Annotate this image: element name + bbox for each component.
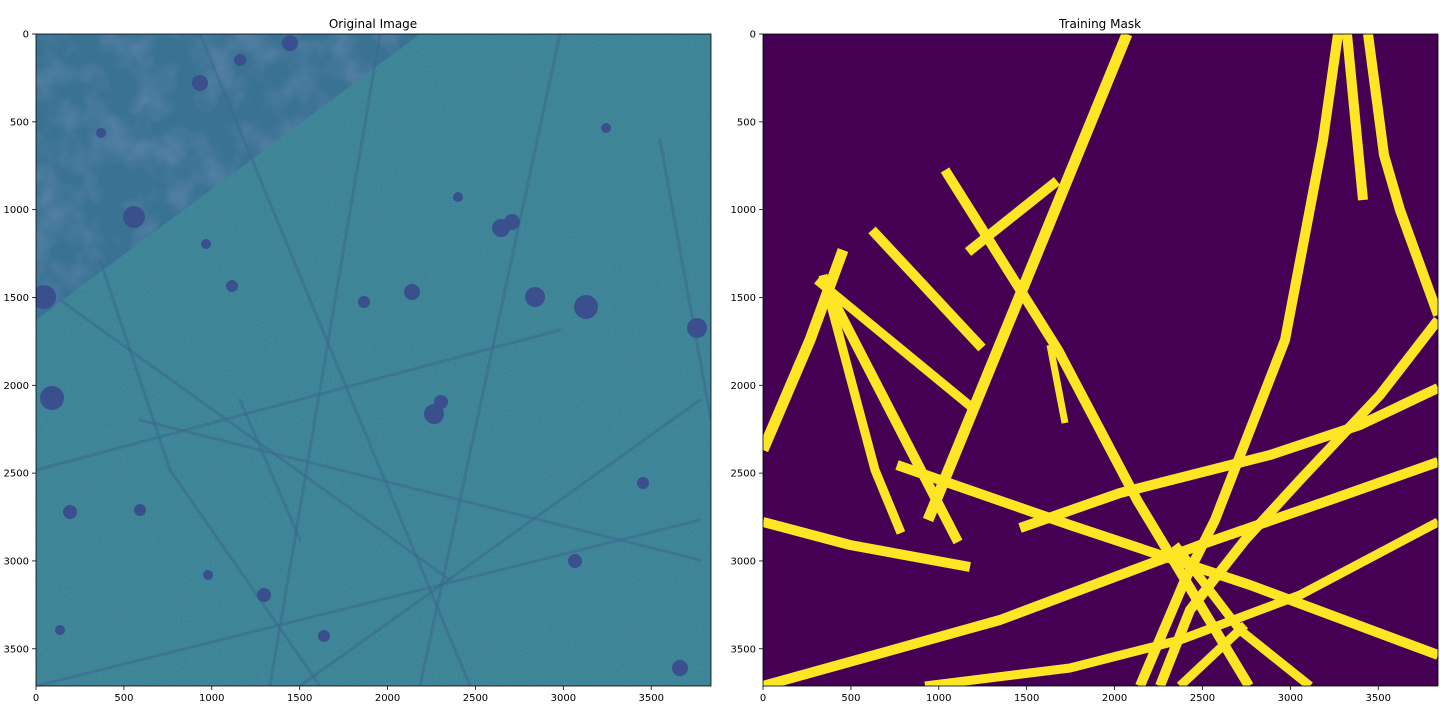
mask-segment [1135,34,1343,686]
x-tick-label: 500 [841,693,860,704]
x-tick-label: 2000 [1102,693,1127,704]
mask-segment [868,226,986,352]
x-tick-label: 1000 [926,693,951,704]
mask-segment [763,248,849,453]
filaments [36,34,711,686]
x-tick-label: 1500 [1014,693,1039,704]
right-panel-title: Training Mask [1058,17,1141,31]
mask-segment [964,177,1061,256]
mask-segment [763,517,971,572]
right-plot-frame [762,33,1439,687]
y-tick-label: 3000 [731,556,756,567]
y-tick-label: 3500 [731,644,756,655]
x-tick-label: 2500 [463,693,488,704]
mask-segment [814,276,978,414]
y-tick-label: 2500 [731,469,756,480]
y-tick-label: 500 [10,117,29,128]
left-plot-frame [35,33,712,687]
x-tick-label: 3500 [1366,693,1391,704]
x-tick-label: 2000 [375,693,400,704]
dark-blobs [36,35,707,676]
training-mask [763,34,1438,686]
left-axes: 0 500 1000 1500 2000 2500 3000 3500 0 500 1000 1500… [4,30,664,705]
y-tick-label: 2000 [731,381,756,392]
x-tick-label: 2500 [1190,693,1215,704]
y-tick-label: 2000 [4,381,29,392]
mask-segment [1018,383,1438,533]
y-tick-label: 3000 [4,556,29,567]
mask-segment [1046,344,1069,424]
right-axes: 0 500 1000 1500 2000 2500 3000 3500 0 500 1000 1500… [731,30,1391,705]
x-tick-label: 3000 [551,693,576,704]
x-tick-label: 1000 [199,693,224,704]
mask-segment [1155,316,1438,686]
original-image [36,34,711,686]
y-tick-label: 1000 [4,205,29,216]
y-tick-label: 2500 [4,469,29,480]
x-tick-label: 0 [33,693,39,704]
y-tick-label: 3500 [4,644,29,655]
x-tick-label: 3000 [1278,693,1303,704]
x-tick-label: 0 [760,693,766,704]
y-tick-label: 500 [737,117,756,128]
mask-filaments [763,34,1438,686]
y-tick-label: 0 [23,30,29,41]
mask-segment [763,457,1438,686]
mask-segment [895,460,1438,660]
mask-segment [1363,34,1438,317]
mask-segment [1176,621,1249,686]
mask-segment [823,287,963,545]
mask-segment [818,273,906,535]
mask-segment [922,34,1133,523]
x-tick-label: 3500 [639,693,664,704]
left-panel-title: Original Image [329,17,417,31]
y-tick-label: 1000 [731,205,756,216]
mask-segment [940,167,1254,686]
x-tick-label: 1500 [287,693,312,704]
mask-segment [1342,34,1368,201]
mask-segment [924,518,1438,686]
y-tick-label: 0 [750,30,756,41]
y-tick-label: 1500 [4,293,29,304]
y-tick-label: 1500 [731,293,756,304]
x-tick-label: 500 [114,693,133,704]
